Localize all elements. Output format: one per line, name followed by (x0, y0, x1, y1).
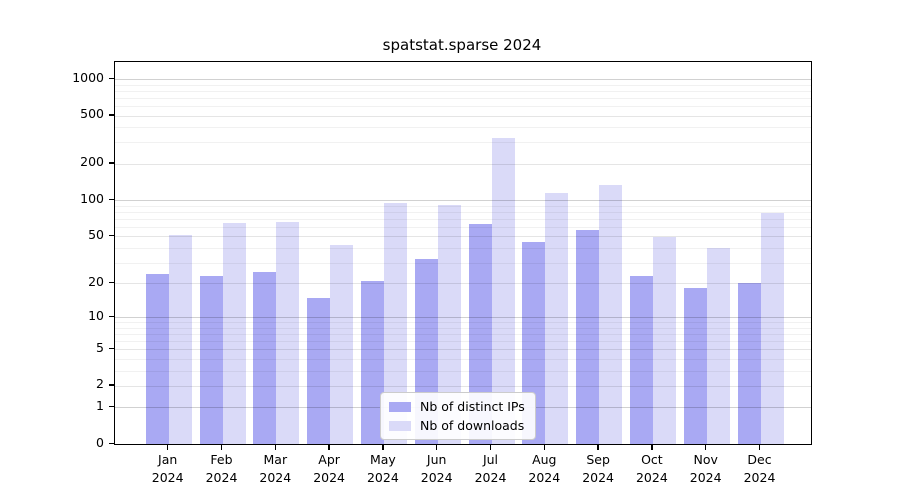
y-tick-mark-50 (109, 234, 114, 237)
legend-swatch-downloads (389, 420, 411, 431)
x-tick-label-aug: Aug 2024 (528, 452, 561, 486)
bar-apr-downloads (330, 245, 354, 444)
y-tick-mark-1 (109, 405, 114, 408)
bar-feb-distinct-ips (199, 276, 223, 444)
gridline-y-800 (115, 90, 811, 92)
x-tick-mark-dec (758, 444, 761, 450)
gridline-y-600 (115, 105, 811, 107)
bar-sep-distinct-ips (576, 230, 600, 444)
bar-jul-distinct-ips (468, 224, 492, 444)
legend-item-downloads: Nb of downloads (389, 418, 525, 433)
gridline-y-90 (115, 205, 811, 207)
x-tick-mark-feb (220, 444, 223, 450)
legend-label-distinct-ips: Nb of distinct IPs (420, 399, 525, 414)
x-tick-label-oct: Oct 2024 (635, 452, 668, 486)
gridline-y-500 (115, 115, 811, 117)
y-tick-mark-1000 (109, 77, 114, 79)
legend-item-distinct-ips: Nb of distinct IPs (389, 399, 525, 414)
bar-nov-distinct-ips (683, 288, 707, 444)
gridline-y-50 (115, 236, 811, 238)
plot-area: Nb of distinct IPs Nb of downloads (114, 61, 812, 445)
gridline-y-70 (115, 218, 811, 220)
y-tick-label-50: 50 (88, 226, 104, 242)
bar-oct-downloads (652, 237, 676, 444)
y-tick-mark-2 (109, 384, 114, 386)
x-tick-label-nov: Nov 2024 (689, 452, 722, 486)
gridline-y-300 (115, 142, 811, 144)
bar-sep-downloads (599, 184, 623, 444)
gridline-y-200 (115, 163, 811, 165)
y-tick-mark-20 (109, 281, 114, 284)
x-tick-mark-mar (274, 444, 277, 450)
y-tick-label-20: 20 (88, 273, 104, 289)
x-tick-label-jun: Jun 2024 (420, 452, 453, 486)
gridline-y-900 (115, 84, 811, 86)
x-tick-label-apr: Apr 2024 (313, 452, 345, 486)
y-tick-label-200: 200 (80, 154, 104, 170)
bar-aug-downloads (545, 193, 569, 444)
bar-feb-downloads (222, 223, 246, 444)
x-tick-mark-nov (704, 444, 707, 450)
x-tick-mark-jan (166, 444, 169, 450)
x-tick-mark-sep (597, 444, 599, 450)
y-tick-label-500: 500 (80, 106, 104, 122)
bar-oct-distinct-ips (629, 276, 653, 444)
legend-label-downloads: Nb of downloads (420, 418, 525, 433)
bar-jan-downloads (168, 235, 192, 444)
gridline-y-700 (115, 97, 811, 99)
y-tick-mark-0 (109, 442, 114, 444)
bar-jul-downloads (491, 138, 515, 444)
x-tick-mark-aug (543, 444, 546, 450)
y-tick-label-10: 10 (88, 307, 104, 323)
y-tick-label-5: 5 (96, 339, 104, 355)
bar-jun-downloads (437, 205, 461, 444)
x-tick-label-dec: Dec 2024 (743, 452, 776, 486)
y-tick-mark-500 (109, 114, 114, 116)
x-tick-mark-apr (328, 444, 330, 450)
y-tick-mark-10 (109, 315, 114, 318)
legend: Nb of distinct IPs Nb of downloads (380, 392, 536, 440)
bar-mar-downloads (276, 221, 300, 444)
y-tick-mark-200 (109, 162, 114, 164)
gridline-y-80 (115, 211, 811, 213)
bar-may-downloads (383, 202, 407, 444)
x-tick-label-feb: Feb 2024 (205, 452, 238, 486)
x-tick-label-jul: Jul 2024 (474, 452, 507, 486)
gridline-y-1000 (115, 79, 811, 80)
bar-dec-distinct-ips (737, 283, 761, 444)
x-tick-label-mar: Mar 2024 (259, 452, 292, 486)
y-tick-label-100: 100 (80, 190, 104, 206)
y-tick-mark-100 (109, 198, 114, 201)
bar-nov-downloads (706, 247, 730, 444)
x-tick-label-jan: Jan 2024 (151, 452, 184, 486)
x-tick-mark-may (382, 444, 384, 450)
y-tick-label-1000: 1000 (72, 69, 104, 85)
x-tick-mark-jun (435, 444, 438, 450)
bar-dec-downloads (760, 212, 784, 444)
legend-swatch-distinct-ips (389, 401, 411, 412)
x-tick-mark-jul (489, 444, 492, 450)
y-tick-label-2: 2 (96, 376, 104, 392)
bar-mar-distinct-ips (253, 271, 277, 444)
bar-may-distinct-ips (360, 280, 384, 444)
chart-title: spatstat.sparse 2024 (382, 36, 542, 54)
x-tick-mark-oct (651, 444, 653, 450)
x-tick-label-may: May 2024 (366, 452, 399, 486)
gridline-y-60 (115, 226, 811, 228)
bar-jan-distinct-ips (145, 273, 169, 444)
bar-apr-distinct-ips (307, 297, 331, 444)
y-tick-label-0: 0 (96, 434, 104, 450)
gridline-y-100 (115, 200, 811, 202)
y-tick-label-1: 1 (96, 397, 104, 413)
gridline-y-400 (115, 127, 811, 129)
x-tick-label-sep: Sep 2024 (582, 452, 614, 486)
y-tick-mark-5 (109, 347, 114, 350)
